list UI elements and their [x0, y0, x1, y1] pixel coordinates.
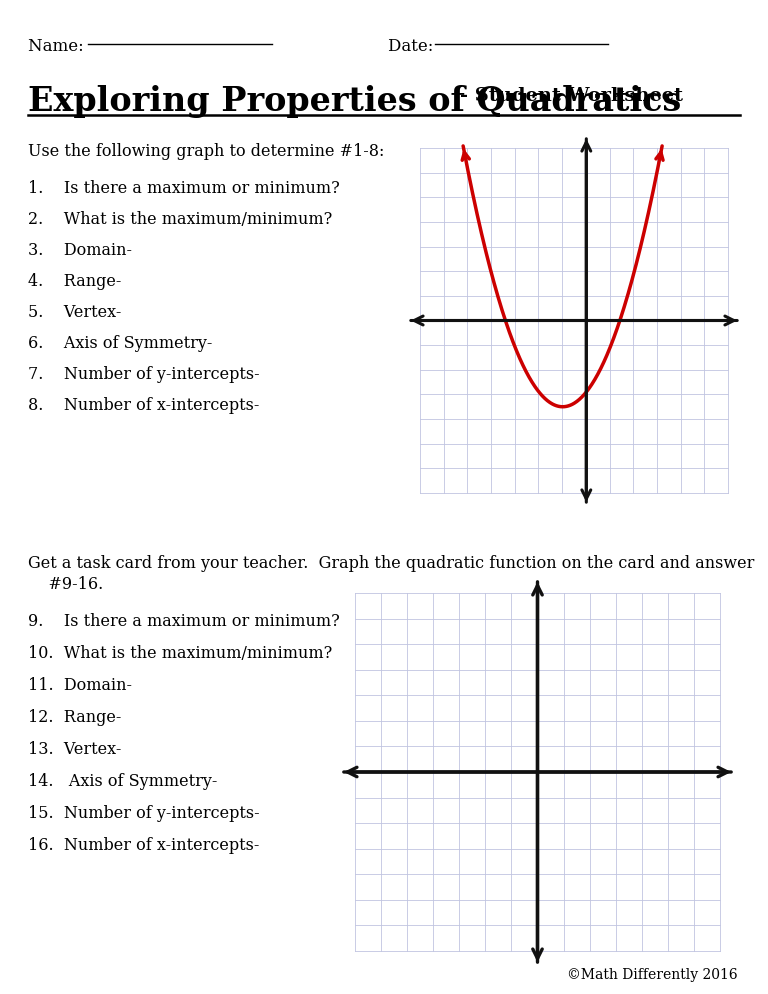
Text: Use the following graph to determine #1-8:: Use the following graph to determine #1-…: [28, 143, 384, 160]
Text: 15.  Number of y-intercepts-: 15. Number of y-intercepts-: [28, 805, 260, 822]
Text: 2.    What is the maximum/minimum?: 2. What is the maximum/minimum?: [28, 211, 333, 228]
Text: 14.   Axis of Symmetry-: 14. Axis of Symmetry-: [28, 773, 217, 790]
Text: 1.    Is there a maximum or minimum?: 1. Is there a maximum or minimum?: [28, 180, 339, 197]
Text: 4.    Range-: 4. Range-: [28, 273, 121, 290]
Text: 9.    Is there a maximum or minimum?: 9. Is there a maximum or minimum?: [28, 613, 339, 630]
Text: 16.  Number of x-intercepts-: 16. Number of x-intercepts-: [28, 837, 260, 854]
Text: Name:: Name:: [28, 38, 89, 55]
Text: 8.    Number of x-intercepts-: 8. Number of x-intercepts-: [28, 397, 260, 414]
Text: #9-16.: #9-16.: [28, 576, 103, 593]
Text: 3.    Domain-: 3. Domain-: [28, 242, 132, 259]
Text: - Student Worksheet: - Student Worksheet: [460, 87, 683, 105]
Text: 7.    Number of y-intercepts-: 7. Number of y-intercepts-: [28, 366, 260, 383]
Text: Exploring Properties of Quadratics: Exploring Properties of Quadratics: [28, 85, 681, 118]
Text: 6.    Axis of Symmetry-: 6. Axis of Symmetry-: [28, 335, 213, 352]
Text: ©Math Differently 2016: ©Math Differently 2016: [568, 968, 738, 982]
Text: 10.  What is the maximum/minimum?: 10. What is the maximum/minimum?: [28, 645, 333, 662]
Text: 11.  Domain-: 11. Domain-: [28, 677, 132, 694]
Text: Date:: Date:: [388, 38, 439, 55]
Text: 13.  Vertex-: 13. Vertex-: [28, 741, 121, 758]
Text: 5.    Vertex-: 5. Vertex-: [28, 304, 121, 321]
Text: Get a task card from your teacher.  Graph the quadratic function on the card and: Get a task card from your teacher. Graph…: [28, 555, 754, 572]
Text: 12.  Range-: 12. Range-: [28, 709, 121, 726]
